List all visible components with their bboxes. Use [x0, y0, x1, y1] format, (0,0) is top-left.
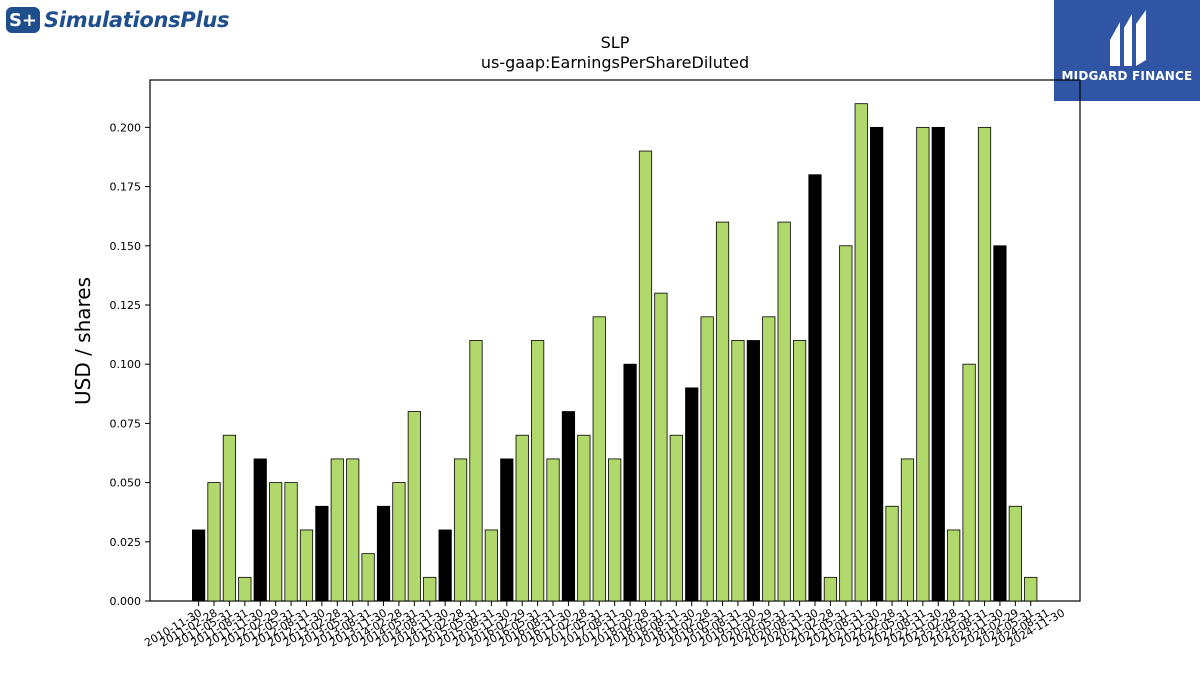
bar: [1008, 505, 1022, 602]
bar: [238, 576, 252, 602]
y-tick-label: 0.075: [110, 417, 142, 430]
bar: [315, 505, 329, 602]
bar: [685, 387, 699, 602]
bar: [885, 505, 899, 602]
bar: [623, 363, 637, 602]
y-tick-label: 0.175: [110, 181, 142, 194]
bar: [469, 340, 483, 602]
bar: [715, 221, 730, 602]
bar: [916, 126, 930, 602]
y-tick-label: 0.025: [110, 536, 142, 549]
bar: [269, 482, 283, 602]
bar: [654, 292, 668, 602]
bar: [284, 482, 298, 602]
midgard-emblem-icon: [1110, 10, 1146, 66]
bar: [839, 245, 853, 602]
bar: [423, 576, 437, 602]
bar: [207, 482, 221, 602]
midgard-brand-text: MIDGARD FINANCE: [1061, 69, 1193, 83]
bar: [1024, 576, 1038, 602]
bar: [823, 576, 838, 602]
bar: [546, 458, 560, 602]
bar: [993, 245, 1007, 602]
y-axis-label: USD / shares: [71, 277, 95, 405]
plot-area: 0.000 0.025 0.050 0.075 0.100 0.125 0.150 0.175…: [110, 79, 1081, 650]
bar: [731, 340, 745, 602]
bar: [592, 316, 606, 602]
bar: [931, 126, 945, 602]
bar: [577, 434, 591, 602]
bar: [608, 458, 622, 602]
bar: [900, 458, 915, 602]
logo-mark: S+: [6, 7, 40, 33]
y-tick-label: 0.150: [110, 240, 142, 253]
bar: [253, 458, 267, 602]
logo-wordmark: SimulationsPlus: [44, 8, 230, 32]
bar: [977, 126, 992, 602]
chart-subtitle: us-gaap:EarningsPerShareDiluted: [481, 53, 749, 72]
bar: [392, 482, 406, 602]
bar: [531, 340, 545, 602]
bar: [407, 411, 421, 602]
simulations-plus-logo: S+ SimulationsPlus: [6, 6, 229, 34]
bar: [191, 529, 206, 602]
bar: [561, 411, 576, 602]
bar: [346, 458, 360, 602]
bar: [438, 529, 452, 602]
bar: [453, 458, 468, 602]
bar: [947, 529, 961, 602]
bar: [854, 103, 868, 602]
bar: [515, 434, 529, 602]
bar: [638, 150, 653, 602]
bar: [376, 505, 391, 602]
bar: [669, 434, 683, 602]
y-tick-label: 0.125: [110, 299, 142, 312]
chart-title: SLP: [601, 33, 630, 52]
bar: [700, 316, 714, 602]
midgard-finance-logo: MIDGARD FINANCE: [1054, 0, 1200, 101]
bar: [777, 221, 791, 602]
y-tick-label: 0.000: [110, 595, 142, 608]
bar: [870, 126, 884, 602]
bar: [299, 529, 314, 602]
bar: [484, 529, 498, 602]
y-tick-label: 0.200: [110, 121, 142, 134]
bar: [792, 340, 807, 602]
bar: [746, 340, 760, 602]
bar: [808, 174, 822, 602]
y-tick-label: 0.050: [110, 477, 142, 490]
y-tick-label: 0.100: [110, 358, 142, 371]
bar: [361, 553, 375, 602]
bar: [500, 458, 514, 602]
bar: [222, 434, 237, 602]
bar: [762, 316, 776, 602]
bar: [330, 458, 344, 602]
bar: [962, 363, 976, 602]
